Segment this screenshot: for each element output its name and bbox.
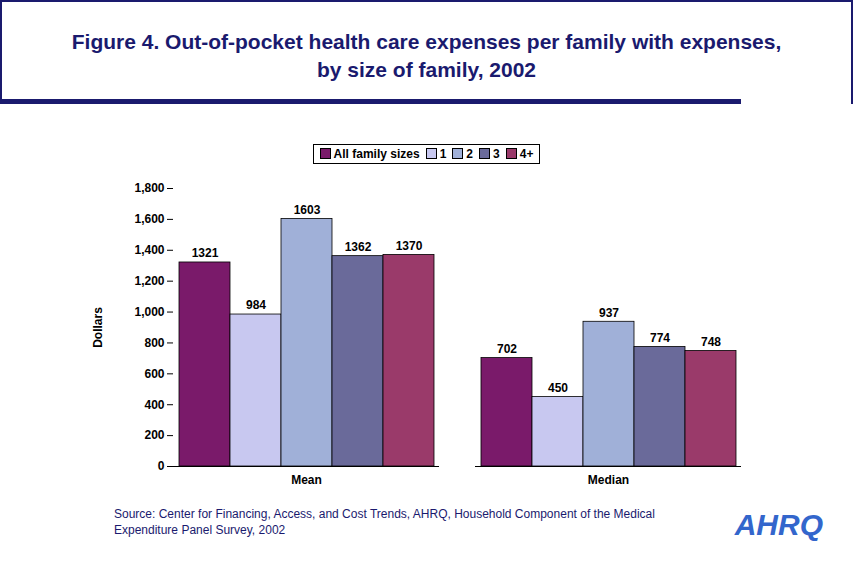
svg-text:1,800: 1,800 xyxy=(134,181,164,195)
svg-text:1370: 1370 xyxy=(396,239,423,253)
svg-text:1,600: 1,600 xyxy=(134,212,164,226)
html-text:2: 2 xyxy=(466,147,473,161)
svg-text:937: 937 xyxy=(599,306,619,320)
svg-text:200: 200 xyxy=(144,428,164,442)
svg-text:600: 600 xyxy=(144,367,164,381)
html-text:All family sizes: All family sizes xyxy=(333,147,420,161)
html-text:Source: Center for Financing,: Source: Center for Financing, Access, an… xyxy=(114,507,655,537)
svg-text:450: 450 xyxy=(548,381,568,395)
svg-text:1321: 1321 xyxy=(192,246,219,260)
svg-text:Median: Median xyxy=(588,473,629,487)
svg-text:774: 774 xyxy=(650,331,670,345)
svg-text:0: 0 xyxy=(158,459,165,473)
svg-text:1362: 1362 xyxy=(345,240,372,254)
svg-text:1,200: 1,200 xyxy=(134,274,164,288)
html-text:4+: 4+ xyxy=(519,147,534,161)
svg-text:984: 984 xyxy=(246,298,266,312)
svg-text:748: 748 xyxy=(701,335,721,349)
svg-text:800: 800 xyxy=(144,336,164,350)
html-text:1: 1 xyxy=(439,147,447,161)
html-text:Figure 4. Out-of-pocket health: Figure 4. Out-of-pocket health care expe… xyxy=(71,30,782,81)
svg-text:1,000: 1,000 xyxy=(134,305,164,319)
svg-text:1,400: 1,400 xyxy=(134,243,164,257)
svg-text:1603: 1603 xyxy=(294,203,321,217)
svg-text:Dollars: Dollars xyxy=(91,307,105,348)
svg-text:400: 400 xyxy=(144,398,164,412)
html-text:AHRQ: AHRQ xyxy=(734,508,823,541)
html-text:3: 3 xyxy=(493,147,500,161)
svg-text:702: 702 xyxy=(497,342,517,356)
svg-text:Mean: Mean xyxy=(291,473,322,487)
